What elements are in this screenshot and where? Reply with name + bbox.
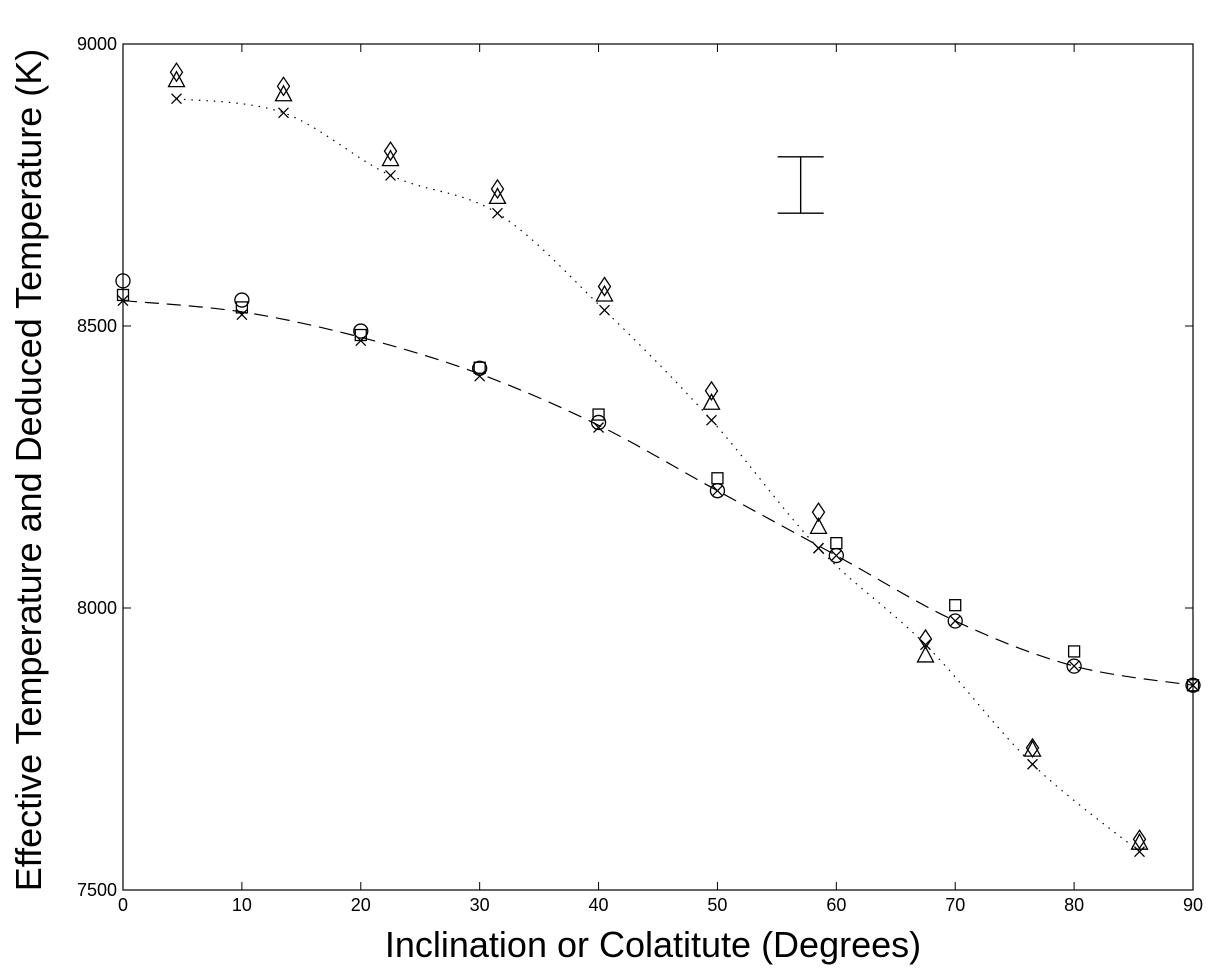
y-tick-label: 9000 <box>77 34 117 54</box>
axis-ticks: 0 10 20 30 40 50 60 70 80 90 7500 8000 8500 9000 <box>77 34 1203 915</box>
data-point-circle <box>590 414 607 431</box>
data-point-square <box>235 301 249 314</box>
data-point-x <box>593 422 605 433</box>
data-point-x <box>474 370 486 382</box>
data-point-diamond <box>276 76 291 97</box>
x-tick-label: 40 <box>589 895 609 915</box>
data-point-triangle <box>595 284 614 302</box>
x-axis-title: Inclination or Colatitute (Degrees) <box>385 924 921 965</box>
data-point-square <box>1067 645 1081 658</box>
data-point-x <box>599 304 610 316</box>
data-point-x <box>1027 758 1038 770</box>
data-point-x <box>813 542 824 554</box>
fit-line-dotted <box>176 98 1140 853</box>
data-point-triangle <box>167 70 186 88</box>
data-point-triangle <box>488 187 507 205</box>
x-tick-label: 90 <box>1183 895 1203 915</box>
y-tick-label: 8000 <box>77 598 117 618</box>
data-point-triangle <box>916 645 935 663</box>
plot-frame <box>122 43 1194 891</box>
data-point-square <box>949 599 962 612</box>
data-point-x <box>920 639 931 651</box>
data-point-x <box>385 169 396 181</box>
data-point-x <box>1068 660 1080 672</box>
x-tick-label: 60 <box>826 895 846 915</box>
data-point-diamond <box>169 62 184 83</box>
data-point-triangle <box>1023 739 1042 757</box>
data-point-diamond <box>597 276 612 297</box>
fit-line-dashed <box>122 300 1194 686</box>
data-point-diamond <box>1025 737 1040 759</box>
data-point-x <box>949 615 961 627</box>
data-point-square <box>711 472 724 485</box>
data-point-triangle <box>702 392 721 410</box>
x-tick-label: 80 <box>1064 895 1084 915</box>
data-point-square <box>473 361 486 374</box>
data-point-circle <box>1066 658 1082 674</box>
plot-marks <box>115 62 1201 858</box>
data-point-square <box>592 408 605 421</box>
data-point-x <box>355 335 367 347</box>
data-point-x <box>706 414 717 426</box>
data-point-square <box>830 536 843 550</box>
x-tick-label: 10 <box>232 895 252 915</box>
data-point-diamond <box>490 178 505 200</box>
data-point-x <box>171 93 182 105</box>
x-tick-label: 30 <box>470 895 490 915</box>
data-point-x <box>711 485 723 497</box>
y-tick-label: 7500 <box>77 880 117 900</box>
data-point-diamond <box>383 140 398 162</box>
data-point-circle <box>947 613 963 629</box>
data-point-x <box>1134 846 1145 858</box>
data-point-triangle <box>809 516 828 534</box>
data-point-triangle <box>1130 832 1149 850</box>
data-point-triangle <box>381 149 400 167</box>
data-point-diamond <box>1132 829 1147 850</box>
y-tick-label: 8500 <box>77 316 117 336</box>
data-point-triangle <box>274 84 293 102</box>
data-point-x <box>492 207 503 219</box>
data-point-circle <box>353 323 369 339</box>
x-tick-label: 20 <box>351 895 371 915</box>
data-point-x <box>278 107 289 119</box>
data-point-diamond <box>811 501 826 523</box>
data-point-circle <box>234 292 250 308</box>
y-axis-title: Effective Temperature and Deduced Temper… <box>8 49 49 891</box>
data-point-diamond <box>704 380 719 402</box>
x-tick-label: 70 <box>945 895 965 915</box>
x-tick-label: 50 <box>707 895 727 915</box>
x-tick-label: 0 <box>118 895 128 915</box>
data-point-x <box>830 550 842 562</box>
data-point-x <box>236 309 248 321</box>
